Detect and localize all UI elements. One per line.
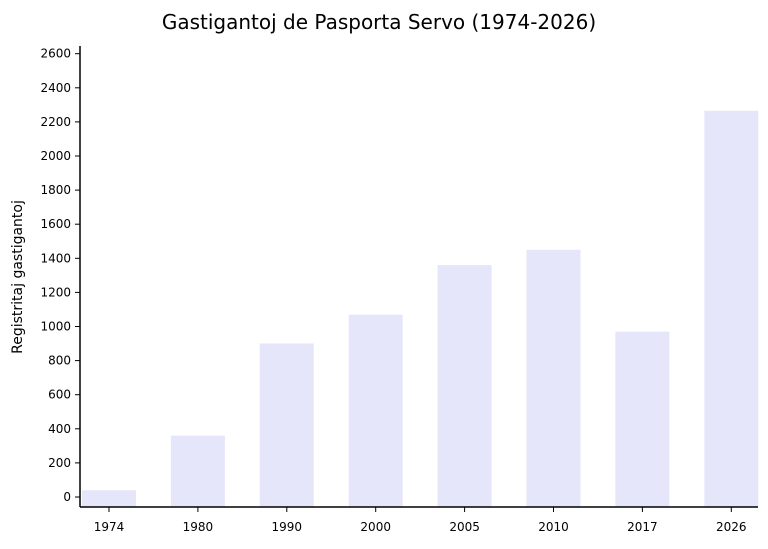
y-tick-label: 1400	[40, 251, 71, 265]
y-tick-label: 1200	[40, 285, 71, 299]
y-tick-label: 2400	[40, 81, 71, 95]
bars-group	[82, 110, 759, 508]
x-tick-label: 1990	[272, 520, 303, 534]
bar-1990	[259, 343, 314, 507]
y-tick-label: 600	[48, 388, 71, 402]
y-tick-label: 1600	[40, 217, 71, 231]
y-tick-label: 0	[63, 490, 71, 504]
y-tick-label: 2200	[40, 115, 71, 129]
y-tick-label: 2000	[40, 149, 71, 163]
x-tick-label: 2026	[716, 520, 747, 534]
y-tick-label: 200	[48, 456, 71, 470]
y-tick-label: 1800	[40, 183, 71, 197]
chart-title: Gastigantoj de Pasporta Servo (1974-2026…	[162, 10, 596, 34]
y-tick-label: 1000	[40, 320, 71, 334]
bar-1974	[82, 490, 136, 507]
bar-2010	[526, 249, 581, 508]
y-ticks-group: 0 200 400 600 800 1000 1200 1400 1600 1800 2000 220…	[40, 47, 80, 504]
bar-1980	[170, 435, 225, 507]
x-tick-label: 2000	[360, 520, 391, 534]
x-tick-label: 1974	[94, 520, 125, 534]
x-tick-label: 1980	[183, 520, 214, 534]
x-ticks-group: 1974 1980 1990 2000 2005 2010 2017 2026	[94, 507, 747, 534]
bar-2000	[348, 314, 403, 507]
bar-2026	[704, 110, 759, 508]
y-axis-label: Registritaj gastigantoj	[10, 200, 26, 354]
x-tick-label: 2010	[538, 520, 569, 534]
bar-2017	[615, 331, 670, 507]
bar-2005	[437, 265, 492, 507]
x-tick-label: 2005	[449, 520, 480, 534]
y-tick-label: 800	[48, 354, 71, 368]
y-tick-label: 400	[48, 422, 71, 436]
y-tick-label: 2600	[40, 47, 71, 61]
x-tick-label: 2017	[627, 520, 658, 534]
